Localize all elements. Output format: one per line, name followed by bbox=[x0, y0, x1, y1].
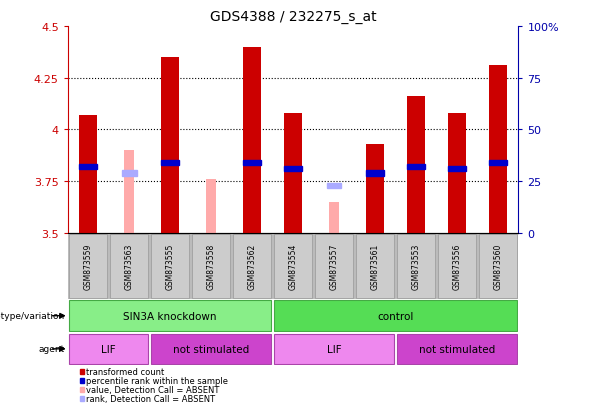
FancyBboxPatch shape bbox=[192, 234, 230, 299]
Bar bbox=[124, 151, 134, 233]
Bar bbox=[329, 202, 339, 233]
Text: agent: agent bbox=[38, 344, 65, 354]
Title: GDS4388 / 232275_s_at: GDS4388 / 232275_s_at bbox=[210, 10, 376, 24]
Text: control: control bbox=[377, 311, 413, 321]
FancyBboxPatch shape bbox=[274, 301, 517, 331]
FancyBboxPatch shape bbox=[70, 334, 148, 364]
Text: GSM873554: GSM873554 bbox=[289, 243, 297, 290]
Bar bbox=[284, 167, 302, 172]
FancyBboxPatch shape bbox=[397, 334, 517, 364]
Text: genotype/variation: genotype/variation bbox=[0, 311, 65, 320]
Text: value, Detection Call = ABSENT: value, Detection Call = ABSENT bbox=[85, 385, 219, 394]
Bar bbox=[366, 171, 384, 176]
FancyBboxPatch shape bbox=[438, 234, 476, 299]
Text: GSM873562: GSM873562 bbox=[247, 243, 257, 290]
FancyBboxPatch shape bbox=[479, 234, 517, 299]
Text: not stimulated: not stimulated bbox=[173, 344, 249, 354]
Text: transformed count: transformed count bbox=[85, 367, 164, 376]
Bar bbox=[79, 165, 97, 170]
FancyBboxPatch shape bbox=[315, 234, 353, 299]
Bar bbox=[243, 161, 262, 166]
Text: GSM873557: GSM873557 bbox=[329, 243, 339, 290]
FancyBboxPatch shape bbox=[70, 234, 107, 299]
Text: GSM873558: GSM873558 bbox=[207, 243, 216, 290]
Text: rank, Detection Call = ABSENT: rank, Detection Call = ABSENT bbox=[85, 394, 214, 404]
Text: GSM873561: GSM873561 bbox=[370, 243, 379, 290]
Bar bbox=[406, 97, 425, 233]
FancyBboxPatch shape bbox=[70, 301, 271, 331]
Bar bbox=[448, 167, 466, 172]
FancyBboxPatch shape bbox=[151, 234, 189, 299]
Bar bbox=[489, 66, 507, 233]
Text: GSM873560: GSM873560 bbox=[494, 243, 502, 290]
Text: GSM873559: GSM873559 bbox=[84, 243, 92, 290]
Bar bbox=[284, 114, 302, 233]
Bar bbox=[327, 183, 342, 189]
Bar bbox=[206, 180, 216, 233]
Text: GSM873553: GSM873553 bbox=[411, 243, 421, 290]
FancyBboxPatch shape bbox=[274, 234, 312, 299]
Text: LIF: LIF bbox=[101, 344, 116, 354]
Bar bbox=[406, 165, 425, 170]
FancyBboxPatch shape bbox=[151, 334, 271, 364]
FancyBboxPatch shape bbox=[233, 234, 271, 299]
Bar bbox=[243, 47, 262, 233]
Bar bbox=[489, 161, 507, 166]
FancyBboxPatch shape bbox=[274, 334, 394, 364]
FancyBboxPatch shape bbox=[356, 234, 394, 299]
Text: not stimulated: not stimulated bbox=[419, 344, 495, 354]
Text: LIF: LIF bbox=[327, 344, 341, 354]
Text: GSM873556: GSM873556 bbox=[452, 243, 461, 290]
Bar bbox=[161, 58, 180, 233]
Bar bbox=[366, 145, 384, 233]
Bar bbox=[448, 114, 466, 233]
Text: GSM873555: GSM873555 bbox=[166, 243, 175, 290]
Text: SIN3A knockdown: SIN3A knockdown bbox=[123, 311, 217, 321]
Bar bbox=[161, 161, 180, 166]
FancyBboxPatch shape bbox=[397, 234, 435, 299]
Text: GSM873563: GSM873563 bbox=[125, 243, 134, 290]
FancyBboxPatch shape bbox=[110, 234, 148, 299]
Bar bbox=[122, 171, 137, 176]
Text: percentile rank within the sample: percentile rank within the sample bbox=[85, 376, 227, 385]
Bar bbox=[79, 116, 97, 233]
